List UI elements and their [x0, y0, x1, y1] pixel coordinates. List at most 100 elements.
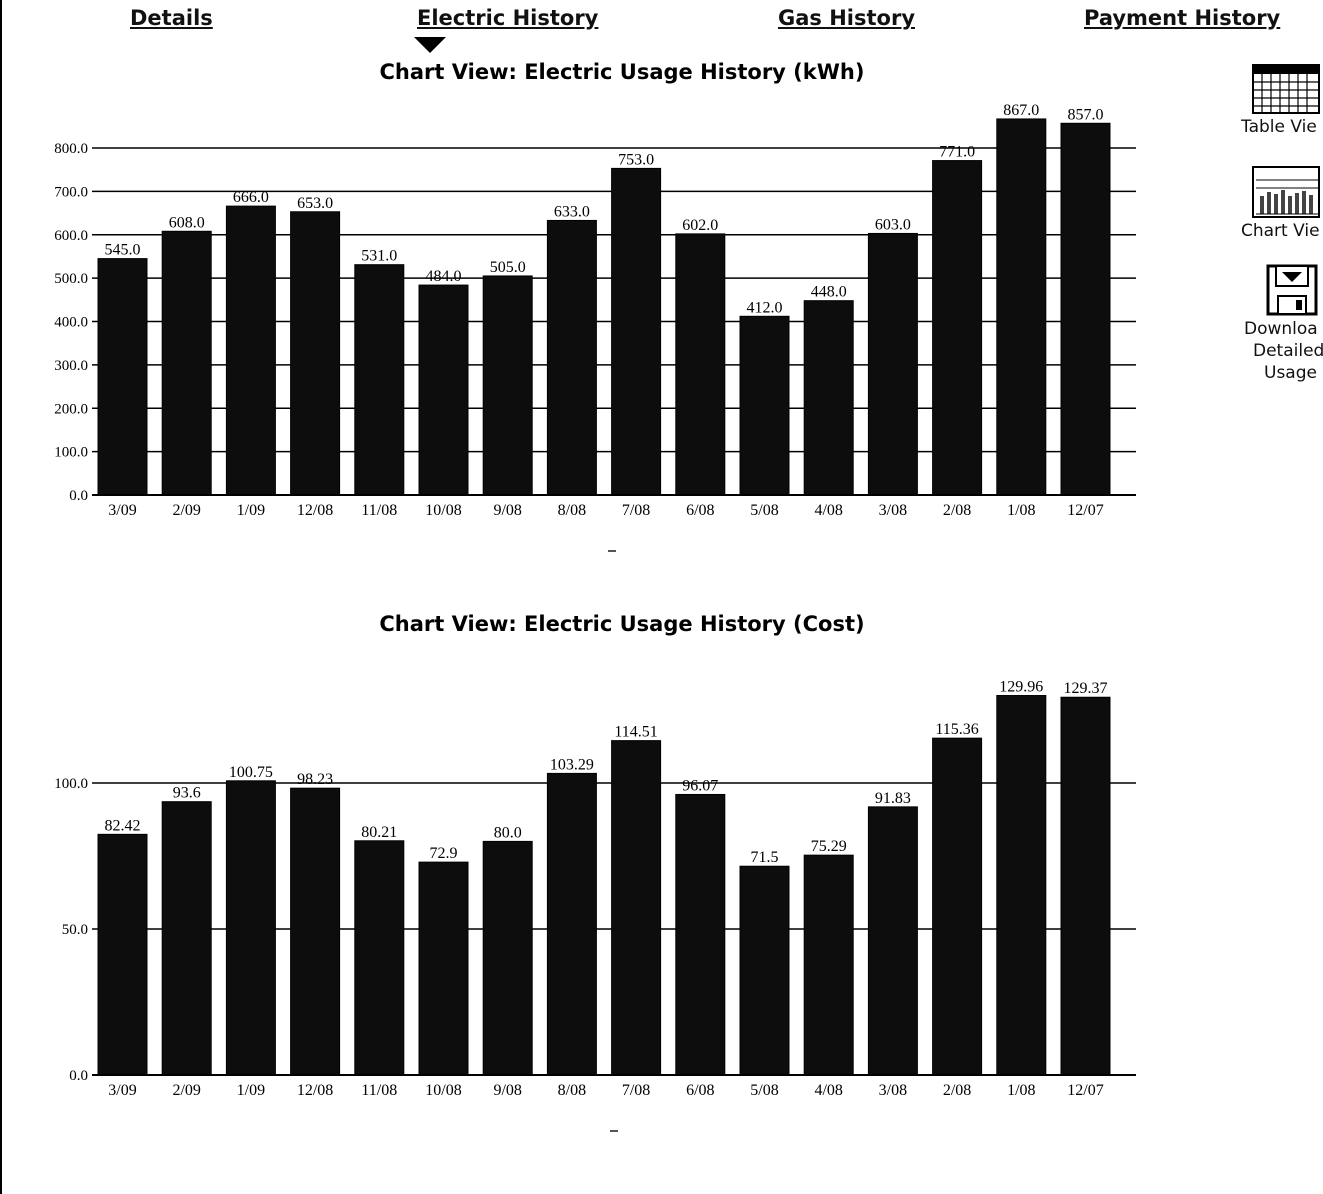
kwh-value-label: 633.0: [554, 203, 590, 220]
cost-xtick-label: 11/08: [361, 1082, 397, 1099]
cost-value-label: 103.29: [550, 756, 594, 773]
cost-bar: [803, 854, 854, 1076]
nav-electric-history-link[interactable]: Electric History: [417, 6, 599, 30]
cost-chart-title: Chart View: Electric Usage History (Cost…: [379, 612, 865, 636]
cost-bar: [867, 806, 918, 1076]
download-label: Downloa Detailed Usage: [1244, 318, 1323, 384]
cost-bar: [225, 780, 276, 1076]
kwh-value-label: 753.0: [618, 151, 654, 168]
cost-bar: [290, 787, 341, 1076]
cost-value-label: 93.6: [173, 785, 201, 802]
kwh-ytick-label: 100.0: [54, 445, 88, 461]
kwh-bar: [225, 205, 276, 496]
cost-bar: [546, 772, 597, 1076]
kwh-bar: [739, 315, 790, 496]
cost-xtick-label: 5/08: [750, 1082, 778, 1099]
cost-bar: [482, 840, 533, 1076]
kwh-xtick-label: 2/08: [943, 502, 971, 519]
kwh-xtick-label: 1/09: [237, 502, 265, 519]
kwh-value-label: 666.0: [233, 189, 269, 206]
cost-xtick-label: 7/08: [622, 1082, 650, 1099]
kwh-value-label: 603.0: [875, 216, 911, 233]
kwh-xtick-label: 4/08: [814, 502, 842, 519]
nav-payment-history-link[interactable]: Payment History: [1084, 6, 1281, 30]
download-detailed-usage-button[interactable]: Downloa Detailed Usage: [1228, 264, 1323, 384]
cost-value-label: 71.5: [751, 849, 779, 866]
cost-value-label: 129.37: [1064, 680, 1108, 697]
kwh-bar: [675, 233, 726, 496]
cost-xtick-label: 2/09: [172, 1082, 200, 1099]
active-tab-indicator-icon: [414, 37, 446, 53]
cost-xtick-label: 4/08: [814, 1082, 842, 1099]
history-nav: Details Electric History Gas History Pay…: [0, 6, 1323, 36]
kwh-bar: [932, 160, 983, 496]
kwh-bar: [482, 275, 533, 496]
kwh-xtick-label: 3/09: [108, 502, 136, 519]
kwh-bar: [97, 258, 148, 496]
kwh-value-label: 771.0: [939, 144, 975, 161]
kwh-value-label: 653.0: [297, 195, 333, 212]
cost-value-label: 82.42: [105, 817, 141, 834]
kwh-value-label: 505.0: [490, 259, 526, 276]
cost-bar: [354, 840, 405, 1076]
table-view-button[interactable]: Table Vie: [1228, 64, 1323, 138]
nav-gas-history-link[interactable]: Gas History: [778, 6, 916, 30]
cost-xtick-label: 1/09: [237, 1082, 265, 1099]
kwh-bar: [290, 211, 341, 496]
cost-bar: [611, 740, 662, 1076]
kwh-bar: [418, 284, 469, 496]
kwh-value-label: 867.0: [1003, 102, 1039, 119]
cost-bar: [418, 861, 469, 1076]
kwh-xtick-label: 3/08: [879, 502, 907, 519]
kwh-value-label: 531.0: [361, 248, 397, 265]
cost-bar-chart: 0.0 50.0 100.0 82.42 3/09 93.6 2/09 100.75 1/09 9…: [54, 679, 1136, 1099]
cost-bar: [97, 833, 148, 1076]
cost-xtick-label: 10/08: [425, 1082, 461, 1099]
kwh-value-label: 608.0: [169, 214, 205, 231]
chart-thumbnail-icon: [1252, 166, 1320, 218]
kwh-xtick-label: 7/08: [622, 502, 650, 519]
cost-xtick-label: 12/07: [1067, 1082, 1103, 1099]
kwh-xtick-label: 10/08: [425, 502, 461, 519]
cost-ytick-label: 100.0: [54, 776, 88, 792]
kwh-xtick-label: 12/07: [1067, 502, 1103, 519]
cost-bar: [675, 793, 726, 1076]
chart-view-label: Chart Vie: [1241, 221, 1320, 241]
kwh-value-label: 412.0: [747, 299, 783, 316]
kwh-chart-title: Chart View: Electric Usage History (kWh): [379, 60, 865, 84]
kwh-xtick-label: 1/08: [1007, 502, 1035, 519]
kwh-bar: [611, 167, 662, 496]
nav-details-link[interactable]: Details: [130, 6, 213, 30]
kwh-bar: [996, 118, 1047, 496]
kwh-xtick-label: 2/09: [172, 502, 200, 519]
cost-ytick-label: 50.0: [62, 922, 88, 938]
chart-view-button[interactable]: Chart Vie: [1228, 166, 1323, 242]
kwh-bar: [546, 219, 597, 496]
cost-value-label: 98.23: [297, 771, 333, 788]
cost-chart-footnote-mark: [610, 1130, 618, 1132]
kwh-value-label: 602.0: [682, 217, 718, 234]
cost-bar: [161, 801, 212, 1076]
cost-bar: [996, 695, 1047, 1076]
download-label-line-1: Downloa: [1244, 319, 1318, 339]
cost-value-label: 75.29: [811, 838, 847, 855]
cost-value-label: 91.83: [875, 790, 911, 807]
kwh-ytick-label: 0.0: [69, 488, 88, 504]
kwh-ytick-label: 700.0: [54, 184, 88, 200]
cost-xtick-label: 3/08: [879, 1082, 907, 1099]
kwh-ytick-label: 800.0: [54, 141, 88, 157]
kwh-bar: [867, 232, 918, 496]
cost-xtick-label: 9/08: [493, 1082, 521, 1099]
kwh-xtick-label: 11/08: [361, 502, 397, 519]
cost-value-label: 114.51: [614, 724, 657, 741]
cost-xtick-label: 6/08: [686, 1082, 714, 1099]
cost-value-label: 80.21: [361, 824, 397, 841]
cost-xtick-label: 8/08: [558, 1082, 586, 1099]
kwh-xtick-label: 12/08: [297, 502, 333, 519]
cost-value-label: 80.0: [494, 824, 522, 841]
kwh-bar: [803, 300, 854, 496]
kwh-bar: [1060, 122, 1111, 496]
kwh-ytick-label: 500.0: [54, 271, 88, 287]
kwh-ytick-label: 600.0: [54, 228, 88, 244]
